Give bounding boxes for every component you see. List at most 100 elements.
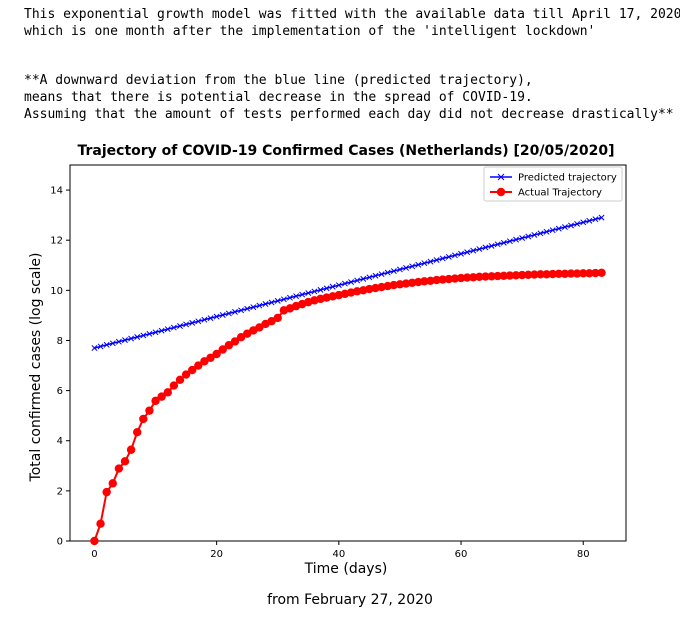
actual-point xyxy=(542,270,551,279)
model-note: This exponential growth model was fitted… xyxy=(24,6,680,40)
predicted-point xyxy=(409,263,416,270)
x-axis-label: Time (days) xyxy=(304,561,388,577)
y-tick-label: 10 xyxy=(50,286,63,297)
actual-point xyxy=(597,268,606,277)
predicted-point xyxy=(586,217,593,224)
predicted-point xyxy=(372,272,379,279)
actual-point xyxy=(273,313,282,323)
legend-actual-marker xyxy=(496,187,506,197)
predicted-point xyxy=(341,280,348,287)
actual-point xyxy=(481,272,490,281)
predicted-point xyxy=(598,214,605,221)
actual-point xyxy=(511,271,521,280)
predicted-point xyxy=(97,343,104,350)
x-tick-label: 60 xyxy=(455,549,468,560)
actual-point xyxy=(114,464,124,473)
predicted-point xyxy=(268,299,275,306)
actual-point xyxy=(438,275,447,284)
predicted-point xyxy=(134,334,141,340)
predicted-point xyxy=(519,235,526,242)
predicted-point xyxy=(378,271,385,278)
predicted-point xyxy=(287,294,293,301)
actual-point xyxy=(224,341,234,350)
y-tick-label: 8 xyxy=(57,336,63,347)
predicted-point xyxy=(177,323,183,329)
actual-point xyxy=(450,274,460,283)
actual-point xyxy=(151,396,160,406)
predicted-point xyxy=(317,286,324,293)
y-tick-label: 4 xyxy=(57,436,63,447)
actual-trajectory-line xyxy=(93,271,602,542)
predicted-point xyxy=(403,264,409,271)
actual-point xyxy=(163,388,172,397)
chart-title: Trajectory of COVID-19 Confirmed Cases (… xyxy=(78,143,615,159)
note-line-2: which is one month after the implementat… xyxy=(24,24,596,39)
actual-point xyxy=(102,487,111,497)
predicted-point xyxy=(225,310,232,317)
note-line-4: means that there is potential decrease i… xyxy=(24,90,533,105)
y-tick-label: 14 xyxy=(50,186,63,197)
predicted-point xyxy=(158,327,165,334)
actual-point xyxy=(560,269,570,278)
predicted-point xyxy=(109,340,116,347)
predicted-point xyxy=(140,332,147,339)
legend-predicted-label: Predicted trajectory xyxy=(518,173,617,184)
actual-point xyxy=(530,270,539,279)
predicted-point xyxy=(103,341,110,348)
predicted-point xyxy=(568,222,574,229)
predicted-point xyxy=(189,319,196,326)
predicted-point xyxy=(561,224,568,231)
predicted-point xyxy=(360,275,367,282)
predicted-point xyxy=(115,338,122,345)
predicted-point xyxy=(274,297,281,304)
predicted-point xyxy=(384,269,391,276)
predicted-point xyxy=(219,312,226,318)
deviation-note: **A downward deviation from the blue lin… xyxy=(24,72,674,123)
actual-point xyxy=(395,280,405,289)
predicted-point xyxy=(128,335,135,342)
actual-point xyxy=(572,269,582,278)
actual-point xyxy=(169,381,179,390)
predicted-point xyxy=(232,308,238,315)
legend-box xyxy=(483,166,623,202)
actual-point xyxy=(524,270,533,279)
x-tick-label: 40 xyxy=(332,549,345,560)
actual-point xyxy=(554,269,563,278)
actual-point xyxy=(90,536,99,546)
predicted-point xyxy=(299,291,306,298)
actual-point xyxy=(145,406,154,415)
predicted-point xyxy=(574,220,581,227)
predicted-point xyxy=(122,337,128,344)
note-line-5: Assuming that the amount of tests perfor… xyxy=(24,107,674,122)
actual-point xyxy=(120,457,130,466)
actual-point xyxy=(444,274,454,284)
predicted-point xyxy=(335,282,342,289)
actual-point xyxy=(469,273,478,282)
predicted-point xyxy=(256,302,263,309)
note-line-1: This exponential growth model was fitted… xyxy=(24,7,680,22)
predicted-point xyxy=(91,345,98,351)
actual-point xyxy=(426,276,435,286)
predicted-point xyxy=(500,239,507,246)
x-tick-label: 80 xyxy=(577,549,590,560)
actual-point xyxy=(414,277,423,287)
predicted-point xyxy=(531,231,538,238)
predicted-point xyxy=(311,288,318,295)
predicted-point xyxy=(183,321,190,328)
predicted-point xyxy=(555,225,562,232)
plot-frame xyxy=(69,164,627,542)
actual-point xyxy=(126,445,136,454)
predicted-point xyxy=(244,305,251,312)
actual-point xyxy=(157,392,166,401)
actual-point xyxy=(548,269,557,279)
predicted-point xyxy=(323,285,330,292)
predicted-point xyxy=(329,283,336,290)
predicted-point xyxy=(207,315,214,322)
y-axis-label: Total confirmed cases (log scale) xyxy=(28,253,44,483)
actual-point xyxy=(255,323,264,332)
predicted-point xyxy=(592,216,599,223)
predicted-point xyxy=(433,257,440,263)
y-tick-label: 2 xyxy=(57,486,63,497)
actual-point xyxy=(187,365,197,375)
predicted-point xyxy=(354,277,361,284)
